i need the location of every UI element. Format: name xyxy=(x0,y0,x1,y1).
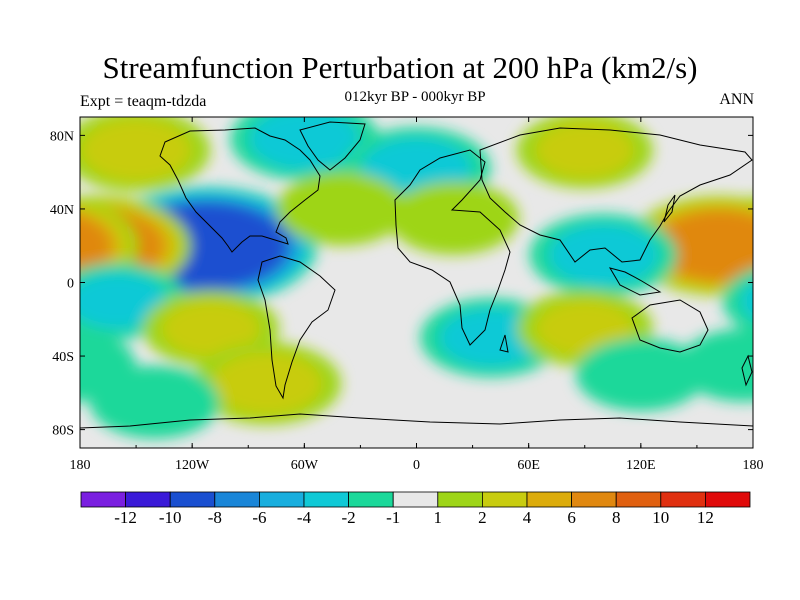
field-anomaly-center xyxy=(517,112,653,188)
colorbar-label: -4 xyxy=(297,508,312,527)
colorbar-swatch xyxy=(527,492,572,507)
colorbar-swatch xyxy=(304,492,349,507)
field-anomaly-center xyxy=(529,214,677,296)
field-anomaly-center xyxy=(277,172,407,245)
colorbar: -12 -10 -8 -6 -4 -2 -1 1 2 4 6 8 10 12 xyxy=(81,492,750,527)
colorbar-label: -8 xyxy=(208,508,222,527)
colorbar-label: -1 xyxy=(386,508,400,527)
lat-tick-label: 40S xyxy=(52,350,74,365)
lat-tick-label: 40N xyxy=(50,203,74,218)
colorbar-label: 4 xyxy=(523,508,532,527)
field-contour-band xyxy=(389,182,519,255)
colorbar-label: -12 xyxy=(114,508,137,527)
lon-tick-label: 60W xyxy=(291,458,319,473)
lon-tick-label: 0 xyxy=(413,458,420,473)
colorbar-swatch xyxy=(482,492,527,507)
colorbar-swatch xyxy=(349,492,394,507)
colorbar-swatch xyxy=(661,492,706,507)
colorbar-swatch xyxy=(215,492,260,507)
colorbar-swatch xyxy=(81,492,126,507)
colorbar-label: 8 xyxy=(612,508,621,527)
colorbar-swatch xyxy=(616,492,661,507)
lat-tick-label: 0 xyxy=(67,277,74,292)
map-figure: 80N40N040S80S180 120W 60W 0 60E 120E 180 -12 -1… xyxy=(0,0,800,600)
map-area xyxy=(0,98,800,448)
colorbar-swatch xyxy=(572,492,617,507)
field-anomaly-center xyxy=(389,182,519,255)
field-contour-band xyxy=(6,329,136,402)
lon-tick-label: 120W xyxy=(175,458,210,473)
colorbar-label: 12 xyxy=(697,508,714,527)
field-contour-band xyxy=(548,224,658,286)
field-contour-band xyxy=(212,353,322,415)
field-anomaly-center xyxy=(62,109,210,191)
colorbar-label: -10 xyxy=(159,508,182,527)
field-contour-band xyxy=(81,119,191,181)
colorbar-swatch xyxy=(438,492,483,507)
lat-tick-label: 80S xyxy=(52,424,74,439)
colorbar-label: -2 xyxy=(342,508,356,527)
lon-tick-label: 60E xyxy=(517,458,540,473)
colorbar-swatch xyxy=(126,492,171,507)
lon-tick-label: 180 xyxy=(70,458,91,473)
colorbar-swatch xyxy=(259,492,304,507)
colorbar-label: 1 xyxy=(434,508,443,527)
colorbar-swatch xyxy=(170,492,215,507)
lon-tick-label: 180 xyxy=(743,458,764,473)
colorbar-label: -6 xyxy=(252,508,266,527)
colorbar-swatch xyxy=(393,492,438,507)
colorbar-label: 10 xyxy=(652,508,669,527)
colorbar-label: 6 xyxy=(567,508,576,527)
field-contour-band xyxy=(277,172,407,245)
lon-tick-label: 120E xyxy=(626,458,656,473)
colorbar-swatch xyxy=(705,492,750,507)
colorbar-label: 2 xyxy=(478,508,487,527)
lat-tick-label: 80N xyxy=(50,129,74,144)
